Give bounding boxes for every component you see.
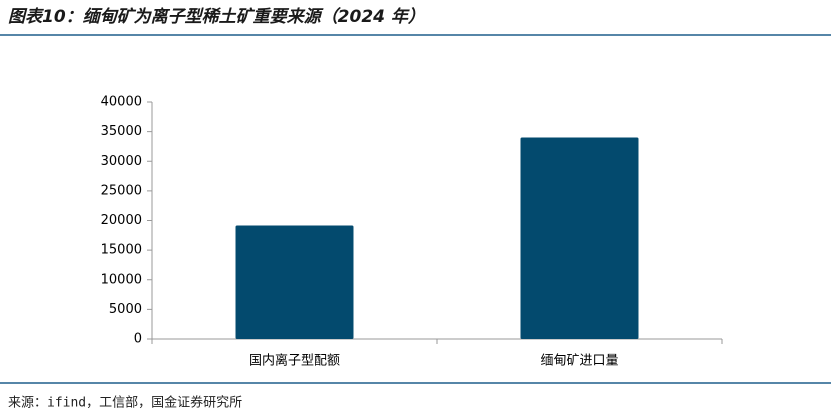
y-tick-label: 35000: [101, 124, 142, 139]
y-tick-label: 25000: [101, 183, 142, 198]
chart-title: 图表10：缅甸矿为离子型稀土矿重要来源（2024 年）: [8, 7, 425, 27]
y-tick-label: 40000: [101, 95, 142, 110]
bar: [235, 225, 354, 339]
x-tick-label: 国内离子型配额: [249, 353, 340, 369]
y-tick-label: 20000: [101, 213, 142, 228]
y-tick-label: 15000: [101, 243, 142, 258]
y-tick-label: 0: [134, 332, 142, 347]
y-tick-label: 30000: [101, 154, 142, 169]
x-tick-label: 缅甸矿进口量: [540, 354, 618, 369]
source: 来源：ifind，工信部，国金证券研究所: [8, 395, 242, 411]
y-tick-label: 5000: [109, 302, 142, 317]
bar: [520, 137, 639, 339]
y-tick-label: 10000: [101, 272, 142, 287]
